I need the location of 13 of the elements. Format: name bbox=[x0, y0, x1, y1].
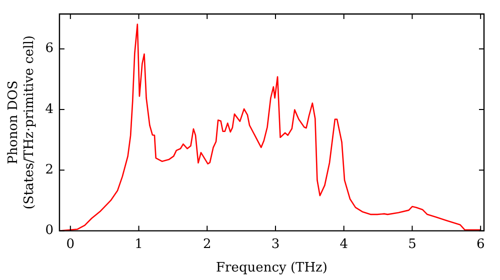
x-tick-label: 0 bbox=[66, 236, 75, 252]
y-tick-label: 2 bbox=[45, 162, 54, 178]
y-axis-title: Phonon DOS (States/THz·primitive cell) bbox=[6, 35, 37, 210]
x-tick-label: 3 bbox=[271, 236, 280, 252]
x-tick-label: 5 bbox=[408, 236, 416, 252]
x-tick-label: 1 bbox=[134, 236, 143, 252]
x-tick-label: 2 bbox=[202, 236, 212, 252]
x-tick-label: 6 bbox=[476, 236, 485, 252]
y-tick-label: 4 bbox=[45, 102, 54, 117]
y-tick-label: 0 bbox=[45, 223, 54, 238]
y-tick-label: 6 bbox=[45, 41, 54, 56]
x-tick-label: 4 bbox=[340, 236, 348, 252]
x-axis-title: Frequency (THz) bbox=[216, 260, 328, 276]
